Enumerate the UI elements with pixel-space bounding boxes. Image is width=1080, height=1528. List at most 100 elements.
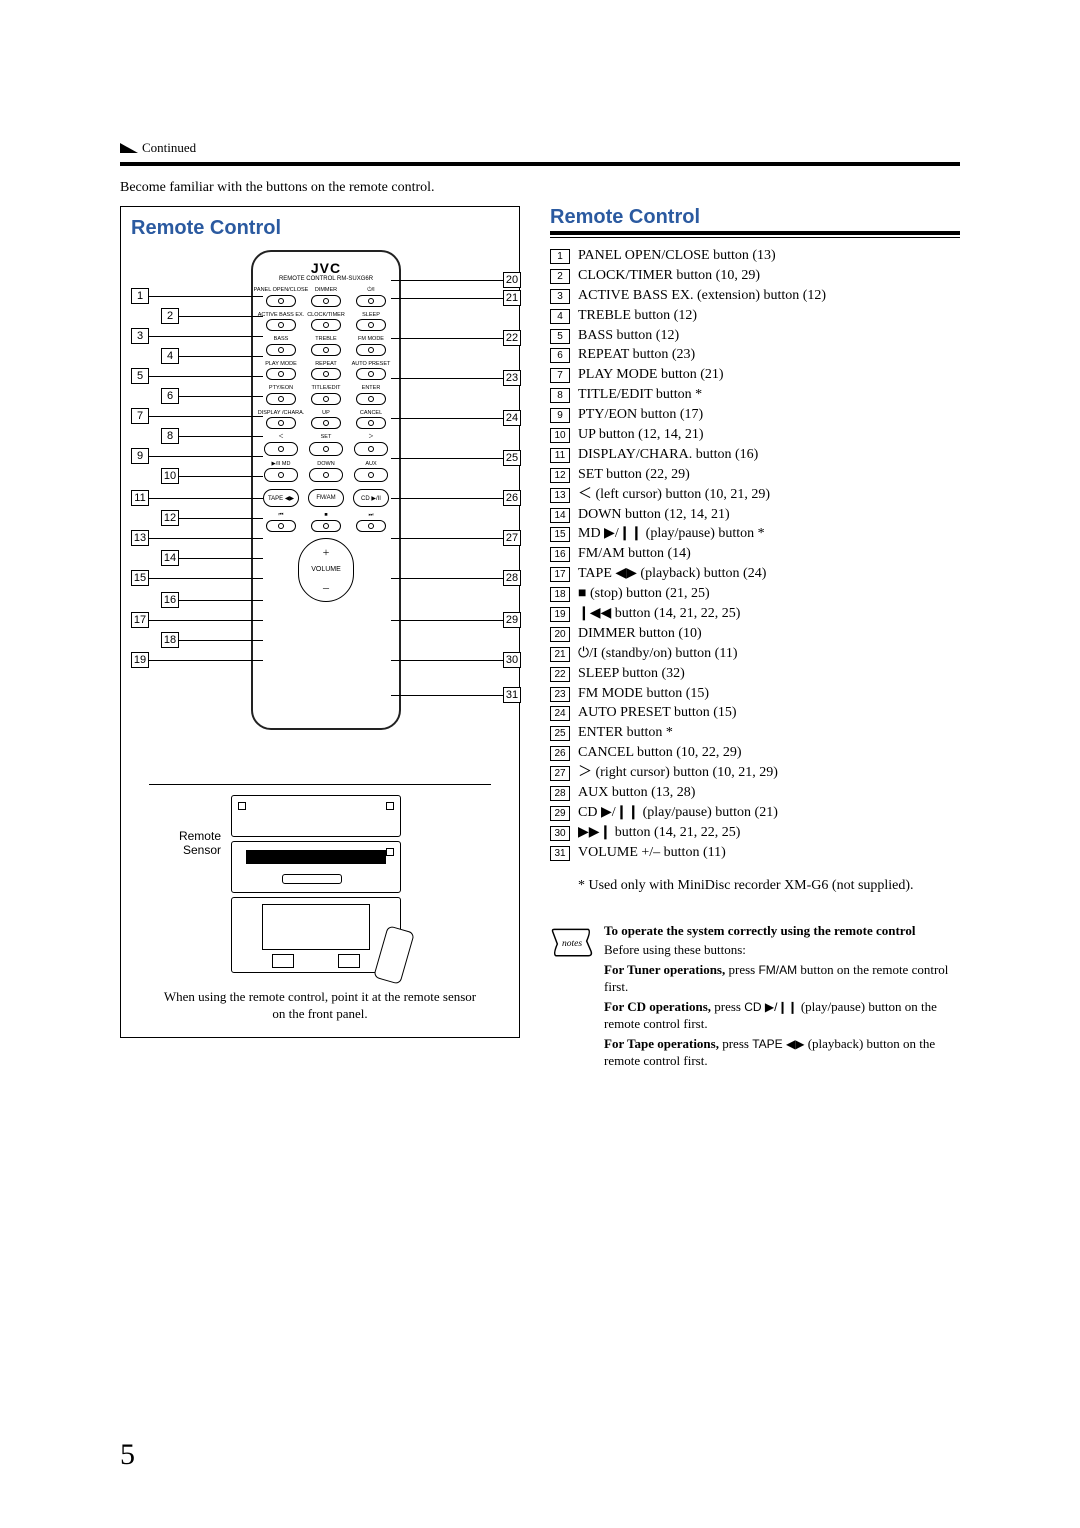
reference-text: TAPE ◀▶ (playback) button (24) [578, 565, 960, 584]
reference-number: 22 [550, 667, 570, 682]
callout-leader [149, 336, 263, 337]
callout-number: 17 [131, 612, 149, 628]
reference-row: 26 CANCEL button (10, 22, 29) [550, 744, 960, 763]
footnote: * Used only with MiniDisc recorder XM-G6… [578, 877, 960, 896]
callout-leader [179, 476, 263, 477]
remote-button [311, 393, 341, 405]
remote-button-label: ▶/II MD [272, 462, 291, 468]
callout-number: 26 [503, 490, 521, 506]
reference-number: 1 [550, 249, 570, 264]
notes-line: For Tuner operations, press FM/AM button… [604, 961, 960, 996]
remote-button-cell: DISPLAY /CHARA. [261, 411, 301, 430]
callout-number: 27 [503, 530, 521, 546]
reference-number: 23 [550, 687, 570, 702]
callout-leader [149, 296, 263, 297]
reference-row: 30▶▶❙ button (14, 21, 22, 25) [550, 824, 960, 843]
reference-text: PANEL OPEN/CLOSE button (13) [578, 247, 960, 266]
reference-text: AUTO PRESET button (15) [578, 704, 960, 723]
reference-row: 29CD ▶/❙❙ (play/pause) button (21) [550, 804, 960, 823]
unit-top [231, 795, 401, 837]
reference-row: 19❙◀◀ button (14, 21, 22, 25) [550, 605, 960, 624]
notes-lead: Before using these buttons: [604, 941, 960, 959]
callout-leader [149, 538, 263, 539]
remote-button-label: TITLE/EDIT [311, 386, 340, 392]
remote-sensor-label: Remote Sensor [161, 829, 221, 858]
remote-button-cell: ⏻/I [351, 288, 391, 307]
reference-row: 8TITLE/EDIT button * [550, 386, 960, 405]
reference-text: CANCEL button (10, 22, 29) [578, 744, 960, 763]
continued-marker: Continued [120, 140, 960, 156]
remote-button-cell: PLAY MODE [261, 362, 301, 381]
reference-list: 1PANEL OPEN/CLOSE button (13)2CLOCK/TIME… [550, 247, 960, 863]
reference-text: ⏻/I (standby/on) button (11) [578, 645, 960, 664]
remote-button-cell: ＞ [351, 435, 391, 456]
remote-button-cell: CD ▶/II [351, 488, 391, 507]
remote-button [354, 442, 388, 456]
reference-row: 25ENTER button * [550, 724, 960, 743]
reference-text: CD ▶/❙❙ (play/pause) button (21) [578, 804, 960, 823]
notes-block: notes To operate the system correctly us… [550, 922, 960, 1072]
callout-leader [179, 558, 263, 559]
reference-row: 14DOWN button (12, 14, 21) [550, 506, 960, 525]
callout-number: 16 [161, 592, 179, 608]
remote-body: JVC REMOTE CONTROL RM-SUXG6R PANEL OPEN/… [251, 250, 401, 730]
remote-button [266, 520, 296, 532]
diagram-title: Remote Control [131, 217, 509, 240]
remote-button [264, 442, 298, 456]
remote-button-label: ⏮ [279, 513, 284, 519]
callout-number: 8 [161, 428, 179, 444]
reference-number: 30 [550, 826, 570, 841]
volume-label: VOLUME [311, 566, 341, 573]
reference-row: 22SLEEP button (32) [550, 665, 960, 684]
reference-row: 23 FM MODE button (15) [550, 685, 960, 704]
remote-button [356, 393, 386, 405]
notes-line: For CD operations, press CD ▶/❙❙ (play/p… [604, 998, 960, 1033]
remote-button-label: ＜ [278, 435, 284, 441]
remote-button-row: TAPE ◀▶FM/AMCD ▶/II [261, 488, 391, 507]
reference-number: 12 [550, 468, 570, 483]
remote-button-label: AUTO PRESET [352, 362, 391, 368]
remote-button [311, 520, 341, 532]
reference-text: TITLE/EDIT button * [578, 386, 960, 405]
callout-number: 31 [503, 687, 521, 703]
header-rule [120, 162, 960, 166]
reference-number: 13 [550, 488, 570, 503]
reference-row: 13 ＜ (left cursor) button (10, 21, 29) [550, 486, 960, 505]
reference-text: ＜ (left cursor) button (10, 21, 29) [578, 486, 960, 505]
remote-button-label: SLEEP [362, 313, 380, 319]
reference-text: SET button (22, 29) [578, 466, 960, 485]
remote-button [311, 417, 341, 429]
reference-text: MD ▶/❙❙ (play/pause) button * [578, 525, 960, 544]
right-rule [550, 231, 960, 235]
reference-text: FM MODE button (15) [578, 685, 960, 704]
unit-bottom [231, 897, 401, 973]
reference-row: 1 PANEL OPEN/CLOSE button (13) [550, 247, 960, 266]
reference-text: ACTIVE BASS EX. (extension) button (12) [578, 287, 960, 306]
reference-text: UP button (12, 14, 21) [578, 426, 960, 445]
remote-button-cell: TREBLE [306, 337, 346, 356]
remote-button-cell: FM MODE [351, 337, 391, 356]
reference-number: 26 [550, 746, 570, 761]
remote-button [266, 368, 296, 380]
remote-button-label: REPEAT [315, 362, 337, 368]
reference-number: 25 [550, 726, 570, 741]
remote-button-row: PTY/EONTITLE/EDITENTER [261, 386, 391, 405]
remote-button: CD ▶/II [353, 489, 389, 507]
remote-button [266, 295, 296, 307]
remote-button-cell: ⏮ [261, 513, 301, 532]
remote-button-cell: TAPE ◀▶ [261, 488, 301, 507]
notes-line: For Tape operations, press TAPE ◀▶ (play… [604, 1035, 960, 1070]
reference-number: 31 [550, 846, 570, 861]
remote-button-cell: PTY/EON [261, 386, 301, 405]
unit-caption: When using the remote control, point it … [161, 989, 479, 1023]
remote-button-cell: CLOCK/TIMER [306, 313, 346, 332]
remote-button-label: DISPLAY /CHARA. [258, 411, 305, 417]
diagram-divider [149, 784, 491, 785]
reference-number: 14 [550, 508, 570, 523]
callout-leader [149, 660, 263, 661]
callout-number: 21 [503, 290, 521, 306]
callout-number: 13 [131, 530, 149, 546]
callout-leader [391, 620, 503, 621]
reference-number: 27 [550, 766, 570, 781]
reference-row: 21⏻/I (standby/on) button (11) [550, 645, 960, 664]
